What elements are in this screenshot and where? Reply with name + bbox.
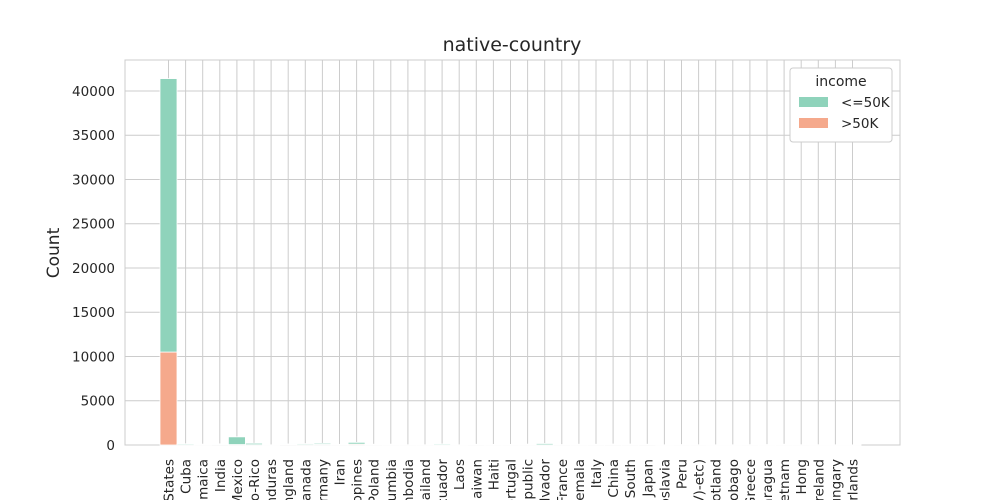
x-tick-label: lvador: [538, 459, 554, 500]
x-tick-label: umbia: [384, 459, 400, 500]
x-tick-label: China: [606, 459, 622, 498]
bar-le50k: [535, 443, 554, 446]
bar-le50k: [775, 443, 793, 446]
x-tick-label: otland: [709, 459, 725, 500]
x-tick-label: Japan: [640, 459, 656, 498]
bar-le50k: [518, 443, 537, 446]
y-tick-label: 20000: [72, 261, 115, 277]
x-tick-label: emala: [572, 459, 588, 500]
x-tick-label: ppines: [350, 459, 366, 500]
x-tick-label: anada: [298, 459, 314, 500]
bar-le50k: [433, 443, 452, 446]
bar-le50k: [296, 443, 315, 445]
x-tick-layer: States Cuba maica India Mexico o-Rico nduras ng…: [162, 459, 862, 500]
bar-le50k: [193, 443, 212, 446]
y-tick-label: 10000: [72, 349, 115, 365]
bar-le50k: [467, 443, 486, 446]
bar-le50k: [604, 443, 622, 446]
x-tick-label: public: [521, 459, 537, 500]
y-tick-label: 25000: [72, 217, 115, 233]
x-tick-label: Greece: [743, 459, 759, 500]
bar-layer: [159, 78, 862, 446]
y-tick-label: 30000: [72, 172, 115, 188]
x-tick-label: ailand: [418, 459, 434, 500]
chart-title: native-country: [443, 34, 582, 56]
x-tick-label: rmany: [315, 459, 331, 500]
bar-le50k: [176, 443, 195, 446]
x-tick-label: France: [555, 459, 571, 500]
y-tick-label: 35000: [72, 128, 115, 144]
y-tick-label: 5000: [81, 394, 115, 410]
x-tick-label: reland: [811, 459, 827, 500]
bar-le50k: [227, 436, 246, 445]
x-tick-label: oslavia: [657, 459, 673, 500]
x-tick-label: nduras: [264, 459, 280, 500]
x-tick-label: V)-etc): [692, 459, 708, 500]
x-tick-label: Poland: [367, 459, 383, 500]
x-tick-label: ortugal: [504, 459, 520, 500]
x-tick-label: India: [213, 459, 229, 492]
x-tick-label: Hong: [794, 459, 810, 495]
x-tick-label: Cuba: [179, 459, 195, 494]
y-tick-label: 0: [106, 438, 115, 454]
bar-le50k: [159, 78, 178, 353]
bar-le50k: [638, 443, 657, 446]
bar-le50k: [621, 443, 640, 446]
legend-swatch-gt50k: [799, 118, 828, 128]
bar-le50k: [245, 442, 263, 446]
bar-le50k: [381, 443, 400, 446]
x-tick-label: Peru: [675, 459, 691, 489]
bar-gt50k: [159, 351, 178, 446]
legend: income <=50K >50K: [789, 67, 893, 143]
bar-le50k: [570, 443, 588, 446]
legend-label-le50k: <=50K: [841, 95, 891, 111]
x-tick-label: South: [623, 459, 639, 498]
bar-le50k: [313, 442, 332, 445]
x-tick-label: Haiti: [486, 459, 502, 490]
x-tick-label: nbodia: [401, 459, 417, 500]
legend-title: income: [815, 74, 866, 90]
legend-label-gt50k: >50K: [841, 116, 879, 132]
x-tick-label: Iran: [333, 459, 349, 485]
x-tick-label: aiwan: [469, 459, 485, 499]
x-tick-label: erlands: [846, 459, 862, 500]
bar-le50k: [210, 443, 229, 445]
y-tick-layer: 0 5000 10000 15000 20000 25000 30000 35000 40000: [72, 84, 115, 454]
bar-le50k: [484, 443, 503, 446]
x-tick-label: cuador: [435, 459, 451, 500]
x-tick-label: aragua: [760, 459, 776, 500]
x-tick-label: obago: [726, 459, 742, 500]
x-tick-label: maica: [196, 459, 212, 500]
x-tick-label: ungary: [828, 459, 844, 500]
x-tick-label: States: [162, 459, 178, 500]
x-tick-label: Laos: [452, 459, 468, 490]
x-tick-label: etnam: [777, 459, 793, 500]
bar-le50k: [364, 443, 383, 446]
y-tick-label: 40000: [72, 84, 115, 100]
x-tick-label: ngland: [281, 459, 297, 500]
y-axis-label: Count: [44, 227, 64, 278]
bar-le50k: [501, 443, 520, 446]
x-tick-label: Italy: [589, 459, 605, 488]
bar-le50k: [279, 443, 298, 446]
x-tick-label: Mexico: [230, 459, 246, 500]
bar-le50k: [587, 443, 605, 446]
bar-le50k: [347, 441, 366, 445]
legend-swatch-le50k: [799, 97, 828, 107]
y-tick-label: 15000: [72, 305, 115, 321]
x-tick-label: o-Rico: [247, 459, 263, 500]
